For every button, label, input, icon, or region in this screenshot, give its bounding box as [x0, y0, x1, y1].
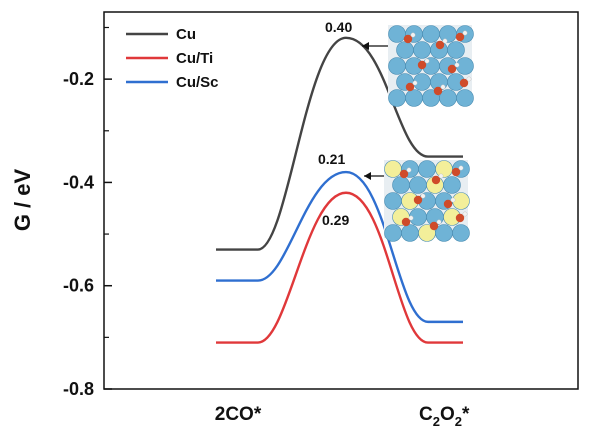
final-label-star: *: [462, 404, 470, 425]
curve-cu-ti: [216, 191, 463, 344]
hydrogen-atom: [406, 167, 412, 173]
surface-atom: [447, 41, 465, 59]
surface-atom: [396, 41, 414, 59]
hydrogen-atom: [454, 62, 460, 68]
hydrogen-atom: [424, 58, 430, 64]
final-label-c: C: [419, 404, 433, 425]
barrier-annotations: 0.40 0.21 0.29: [318, 19, 392, 228]
surface-atom: [388, 89, 406, 107]
hydrogen-atom: [440, 84, 446, 90]
arrow-cu-sc-head: [364, 172, 371, 180]
surface-atom: [384, 224, 402, 242]
hydrogen-atom: [410, 32, 416, 38]
legend-label-cu-ti: Cu/Ti: [176, 50, 213, 67]
oxygen-atom: [443, 199, 453, 209]
oxygen-atom: [417, 60, 427, 70]
barrier-label-cu: 0.40: [325, 19, 352, 35]
surface-atom: [384, 160, 402, 178]
surface-atom: [439, 25, 457, 43]
oxygen-atom: [451, 167, 461, 177]
oxygen-atom: [433, 86, 443, 96]
hydrogen-atom: [466, 76, 472, 82]
curve-cu: [216, 36, 463, 251]
x-category-label-initial: 2CO*: [215, 404, 262, 425]
arrow-cu-head: [362, 42, 369, 50]
surface-atom: [443, 176, 461, 194]
oxygen-atom: [399, 169, 409, 179]
hydrogen-atom: [462, 30, 468, 36]
y-axis-ticks: -0.2 -0.4 -0.6 -0.8: [63, 26, 112, 399]
surface-atom: [384, 192, 402, 210]
oxygen-atom: [455, 213, 465, 223]
axes-frame: [103, 11, 579, 390]
surface-atom: [409, 176, 427, 194]
surface-atom: [435, 160, 453, 178]
oxygen-atom: [413, 195, 423, 205]
hydrogen-atom: [436, 219, 442, 225]
surface-atom: [418, 160, 436, 178]
inset-cu-structure: [388, 25, 474, 107]
oxygen-atom: [459, 78, 469, 88]
hydrogen-atom: [458, 165, 464, 171]
structure-insets: [384, 25, 474, 242]
surface-atom: [401, 224, 419, 242]
y-tick-label: -0.6: [63, 276, 94, 296]
final-label-o: O: [440, 404, 455, 425]
curve-cu-sc: [216, 170, 463, 324]
surface-atom: [392, 176, 410, 194]
y-tick-label: -0.8: [63, 379, 94, 399]
final-label-sub-2: 2: [455, 414, 462, 429]
surface-atom: [422, 25, 440, 43]
y-tick-label: -0.2: [63, 69, 94, 89]
hydrogen-atom: [412, 80, 418, 86]
barrier-label-cu-ti: 0.29: [322, 212, 349, 228]
plot-frame: [103, 11, 579, 390]
barrier-label-cu-sc: 0.21: [318, 151, 345, 167]
y-tick-label: -0.4: [63, 172, 94, 192]
oxygen-atom: [403, 34, 413, 44]
oxygen-atom: [447, 64, 457, 74]
legend: Cu Cu/Ti Cu/Sc: [126, 26, 219, 91]
surface-atom: [405, 89, 423, 107]
oxygen-atom: [435, 40, 445, 50]
hydrogen-atom: [462, 211, 468, 217]
hydrogen-atom: [450, 197, 456, 203]
hydrogen-atom: [408, 215, 414, 221]
surface-atom: [413, 41, 431, 59]
oxygen-atom: [405, 82, 415, 92]
hydrogen-atom: [442, 38, 448, 44]
surface-atom: [388, 57, 406, 75]
oxygen-atom: [401, 217, 411, 227]
inset-cu-sc-structure: [384, 160, 470, 242]
oxygen-atom: [455, 32, 465, 42]
legend-label-cu-sc: Cu/Sc: [176, 74, 219, 91]
legend-label-cu: Cu: [176, 26, 196, 43]
surface-atom: [452, 224, 470, 242]
hydrogen-atom: [438, 173, 444, 179]
hydrogen-atom: [420, 193, 426, 199]
y-axis-title: G / eV: [10, 168, 35, 231]
final-label-sub-1: 2: [433, 414, 440, 429]
energy-curves: [216, 36, 463, 344]
oxygen-atom: [431, 175, 441, 185]
oxygen-atom: [429, 221, 439, 231]
surface-atom: [388, 25, 406, 43]
surface-atom: [456, 89, 474, 107]
x-category-label-final: C2O2*: [419, 404, 470, 429]
